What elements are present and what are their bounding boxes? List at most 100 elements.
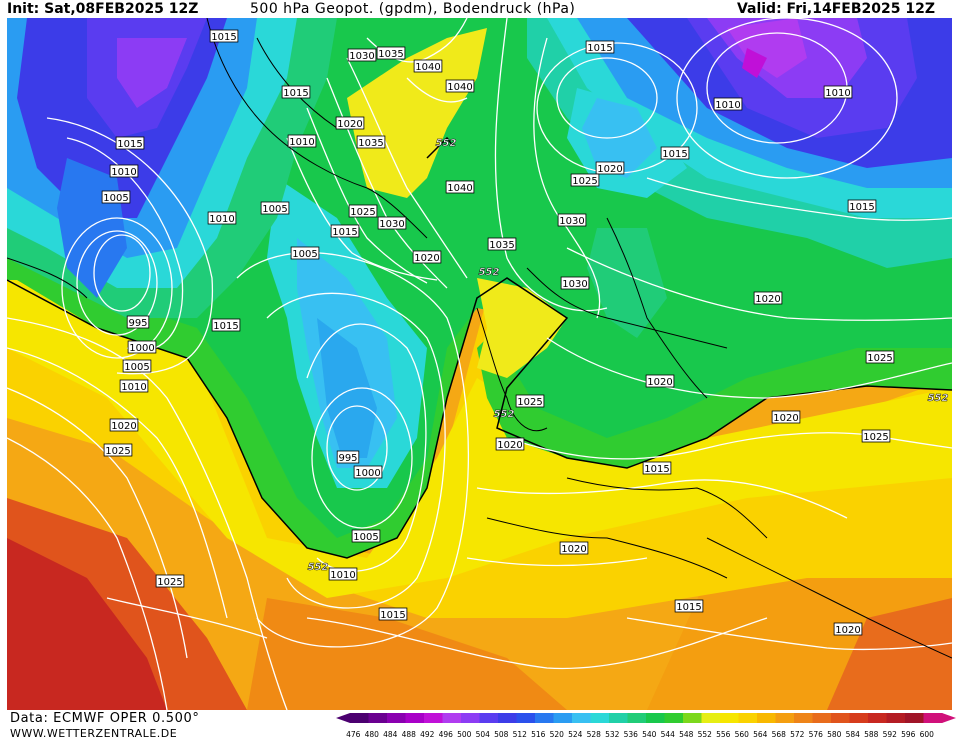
legend-swatch: [738, 713, 758, 723]
isobar-label-text: 1035: [378, 49, 403, 60]
isobar-label-text: 1010: [121, 382, 146, 393]
legend-swatch: [812, 713, 832, 723]
map-title: 500 hPa Geopot. (gpdm), Bodendruck (hPa): [250, 1, 576, 17]
legend-swatch: [720, 713, 739, 723]
isobar-label-text: 1030: [562, 279, 587, 290]
contour-label-text: 552: [308, 562, 329, 573]
contour-label: 552: [493, 409, 514, 421]
isobar-label-text: 1015: [380, 610, 405, 621]
isobar-label: 1015: [281, 85, 311, 99]
contour-552-labels: 552 552 552 552 552: [307, 138, 949, 574]
legend-tick-label: 488: [402, 730, 417, 739]
isobar-label-text: 1035: [489, 240, 514, 251]
isobar-label-text: 1020: [835, 625, 860, 636]
isobar-label-text: 1020: [647, 377, 672, 388]
legend-swatch: [516, 713, 536, 723]
isobar-label: 1025: [155, 574, 185, 588]
isobar-label: 1010: [287, 134, 317, 148]
legend-swatch: [646, 713, 665, 723]
isobar-label-text: 1035: [358, 138, 383, 149]
isobar-label: 1015: [585, 40, 615, 54]
isobar-label-text: 1015: [644, 464, 669, 475]
isobar-label: 1015: [674, 599, 704, 613]
legend-swatch: [868, 713, 887, 723]
contour-label: 552: [435, 138, 457, 150]
isobar-label-text: 1040: [447, 82, 472, 93]
isobar-label-text: 1015: [211, 32, 236, 43]
isobar-label: 1025: [103, 443, 133, 457]
legend-tick-label: 516: [531, 730, 546, 739]
legend-tick-label: 584: [846, 730, 861, 739]
isobar-label-text: 995: [128, 318, 147, 329]
legend-tick-label: 596: [901, 730, 916, 739]
isobar-label: 1025: [861, 429, 891, 443]
isobar-label-text: 1010: [715, 100, 740, 111]
legend-tick-label: 600: [920, 730, 935, 739]
isobar-label: 1005: [101, 190, 131, 204]
legend-swatch: [498, 713, 517, 723]
isobar-label-text: 1010: [825, 88, 850, 99]
isobar-label-text: 1020: [755, 294, 780, 305]
isobar-label-text: 1030: [379, 219, 404, 230]
isobar-label-text: 1015: [283, 88, 308, 99]
isobar-label: 1015: [209, 29, 239, 43]
legend-tick-label: 484: [383, 730, 398, 739]
legend-arrow-left: [336, 713, 350, 723]
legend-swatch: [405, 713, 425, 723]
legend-arrow-right: [942, 713, 956, 723]
contour-label-text: 552: [436, 138, 457, 149]
isobar-label-text: 1025: [157, 577, 182, 588]
isobar-label-text: 1015: [849, 202, 874, 213]
isobar-label: 1020: [109, 418, 139, 432]
isobar-label-text: 1000: [129, 343, 154, 354]
isobar-label-text: 1020: [773, 413, 798, 424]
valid-time: Valid: Fri,14FEB2025 12Z: [736, 1, 935, 17]
isobar-label: 1030: [557, 213, 587, 227]
isobar-label-text: 1030: [559, 216, 584, 227]
legend-tick-label: 560: [735, 730, 750, 739]
isobar-label-text: 1025: [867, 353, 892, 364]
isobar-label: 995: [126, 315, 150, 329]
isobar-label: 1025: [515, 394, 545, 408]
isobar-label: 1015: [330, 224, 360, 238]
isobar-label: 1005: [122, 359, 152, 373]
legend-swatch: [923, 713, 943, 723]
isobar-label: 1005: [290, 246, 320, 260]
isobar-label-text: 1005: [124, 362, 149, 373]
isobar-label-text: 1020: [414, 253, 439, 264]
isobar-label-text: 1010: [111, 167, 136, 178]
contour-label-text: 552: [928, 393, 949, 404]
isobar-label: 1010: [823, 85, 853, 99]
isobar-label: 1035: [376, 46, 406, 60]
isobar-label-text: 1025: [572, 176, 597, 187]
isobar-label: 1040: [445, 180, 475, 194]
legend-swatch: [849, 713, 869, 723]
legend-swatch: [683, 713, 702, 723]
legend-tick-label: 512: [513, 730, 528, 739]
isobar-label: 1020: [335, 116, 365, 130]
weather-map: 1015 1015 1010 1015 1010 1005 1010 1005 1005 1015…: [7, 18, 952, 710]
isobar-label-text: 1020: [497, 440, 522, 451]
isobar-label: 1015: [115, 136, 145, 150]
isobar-label: 1015: [211, 318, 241, 332]
legend-swatch: [701, 713, 721, 723]
isobar-label-text: 1015: [676, 602, 701, 613]
isobar-label: 1020: [833, 622, 863, 636]
legend-tick-label: 548: [679, 730, 694, 739]
website-url: WWW.WETTERZENTRALE.DE: [10, 727, 178, 740]
isobar-label: 1020: [771, 410, 801, 424]
map-footer: Data: ECMWF OPER 0.500° WWW.WETTERZENTRA…: [0, 710, 959, 741]
legend-swatch: [609, 713, 628, 723]
isobar-label: 1025: [348, 204, 378, 218]
isobar-label: 1020: [645, 374, 675, 388]
legend-tick-label: 592: [883, 730, 898, 739]
legend-swatch: [368, 713, 388, 723]
contour-label: 552: [927, 393, 949, 405]
legend-tick-label: 520: [550, 730, 565, 739]
legend-tick-label: 552: [698, 730, 713, 739]
isobar-label: 1010: [713, 97, 743, 111]
isobar-label: 1030: [560, 276, 590, 290]
isobar-label-text: 1015: [213, 321, 238, 332]
legend-swatch: [424, 713, 443, 723]
geopotential-field: [7, 18, 952, 710]
